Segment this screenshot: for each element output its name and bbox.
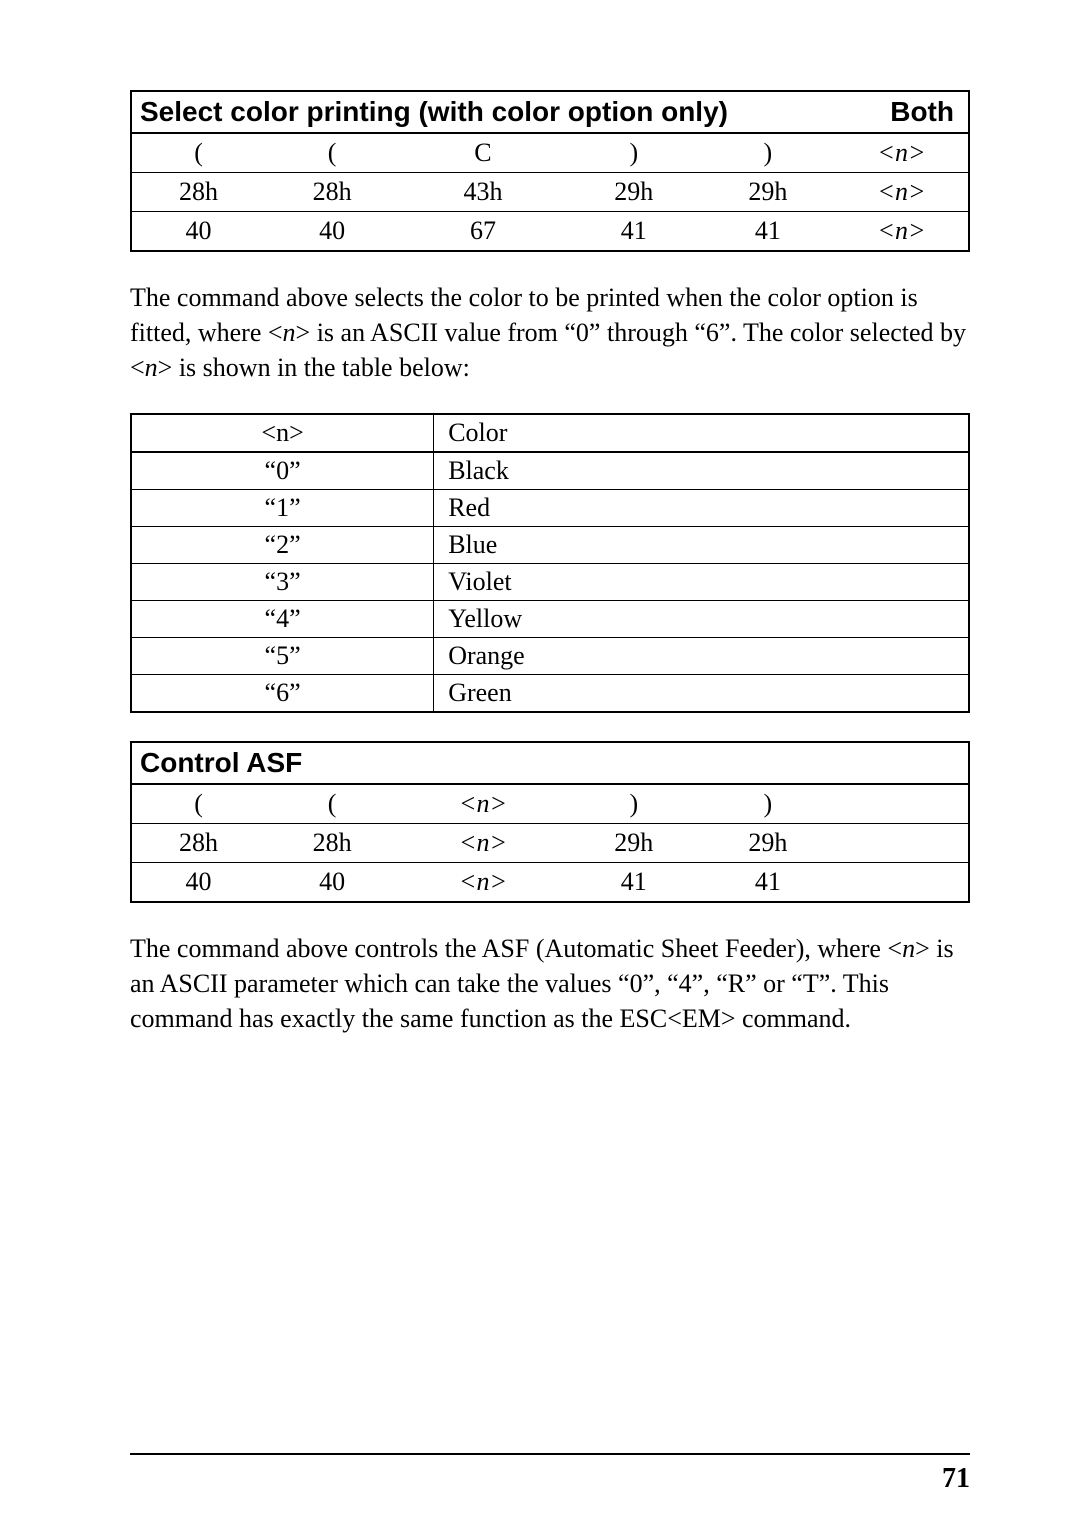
cell: 28h: [265, 173, 399, 212]
cell: <n>: [399, 824, 567, 863]
footer-rule: [130, 1453, 970, 1455]
color-table: <n> Color “0”Black “1”Red “2”Blue “3”Vio…: [130, 413, 970, 713]
table1-title-right: Both: [835, 91, 969, 133]
cell: <n>: [835, 173, 969, 212]
cell: Red: [434, 490, 969, 527]
cell: (: [265, 784, 399, 824]
cell: 67: [399, 212, 567, 252]
cell: [835, 784, 969, 824]
cell: Black: [434, 452, 969, 490]
cell: ): [567, 133, 701, 173]
cell: 41: [701, 212, 835, 252]
text: > is shown in the table below:: [158, 353, 470, 382]
cell: Blue: [434, 527, 969, 564]
cell: 43h: [399, 173, 567, 212]
cell: (: [131, 784, 265, 824]
text-italic: n: [283, 318, 296, 347]
cell: 41: [701, 863, 835, 903]
cell: [835, 863, 969, 903]
cell: ): [701, 133, 835, 173]
cell: 40: [265, 212, 399, 252]
cell: 41: [567, 863, 701, 903]
cell: Violet: [434, 564, 969, 601]
cell: “3”: [131, 564, 434, 601]
cell: Yellow: [434, 601, 969, 638]
table1-title-left: Select color printing (with color option…: [131, 91, 835, 133]
color-header-n: <n>: [131, 414, 434, 452]
cell: <n>: [399, 784, 567, 824]
page: Select color printing (with color option…: [0, 0, 1080, 1525]
cell: “2”: [131, 527, 434, 564]
page-number: 71: [942, 1463, 970, 1495]
text-italic: n: [902, 934, 915, 963]
command-table-color: Select color printing (with color option…: [130, 90, 970, 252]
cell: 29h: [567, 824, 701, 863]
cell: Orange: [434, 638, 969, 675]
cell: 28h: [131, 173, 265, 212]
cell: ): [567, 784, 701, 824]
cell: C: [399, 133, 567, 173]
text: The command above controls the ASF (Auto…: [130, 934, 902, 963]
cell: 40: [131, 863, 265, 903]
table2-title-left: Control ASF: [131, 742, 835, 784]
cell: “1”: [131, 490, 434, 527]
paragraph-1: The command above selects the color to b…: [130, 280, 970, 385]
cell: (: [131, 133, 265, 173]
cell: Green: [434, 675, 969, 713]
cell: “0”: [131, 452, 434, 490]
cell: <n>: [835, 133, 969, 173]
cell: 28h: [131, 824, 265, 863]
cell: 40: [265, 863, 399, 903]
cell: 41: [567, 212, 701, 252]
cell: “5”: [131, 638, 434, 675]
cell: “6”: [131, 675, 434, 713]
cell: <n>: [399, 863, 567, 903]
cell: “4”: [131, 601, 434, 638]
command-table-asf: Control ASF ( ( <n> ) ) 28h 28h <n> 29h …: [130, 741, 970, 903]
cell: (: [265, 133, 399, 173]
cell: [835, 824, 969, 863]
color-header-color: Color: [434, 414, 969, 452]
cell: 40: [131, 212, 265, 252]
text-italic: n: [145, 353, 158, 382]
cell: 29h: [701, 173, 835, 212]
cell: 29h: [567, 173, 701, 212]
paragraph-2: The command above controls the ASF (Auto…: [130, 931, 970, 1036]
cell: 28h: [265, 824, 399, 863]
cell: <n>: [835, 212, 969, 252]
table2-title-right: [835, 742, 969, 784]
cell: ): [701, 784, 835, 824]
cell: 29h: [701, 824, 835, 863]
